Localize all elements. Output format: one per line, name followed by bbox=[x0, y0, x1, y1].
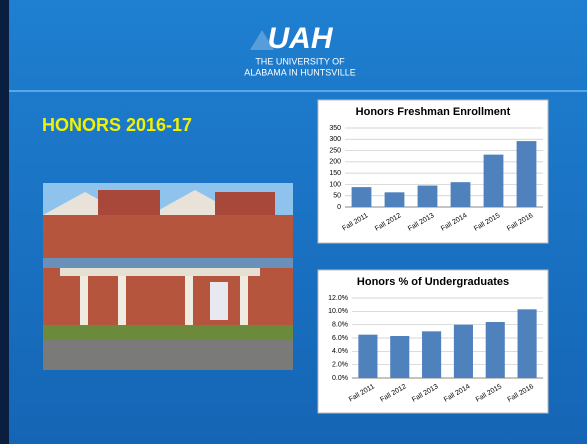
y-tick-label: 0.0% bbox=[332, 375, 348, 382]
bar bbox=[358, 334, 378, 378]
bar bbox=[450, 182, 471, 207]
photo bbox=[43, 183, 293, 370]
bar bbox=[517, 309, 537, 378]
y-tick-label: 2.0% bbox=[332, 362, 348, 369]
bar bbox=[417, 185, 438, 207]
y-tick-label: 4.0% bbox=[332, 348, 348, 355]
y-tick-label: 200 bbox=[329, 159, 341, 166]
y-tick-label: 250 bbox=[329, 147, 341, 154]
bar bbox=[384, 192, 405, 207]
chart-title: Honors Freshman Enrollment bbox=[356, 106, 511, 118]
logo: UAH bbox=[268, 22, 334, 55]
y-tick-label: 350 bbox=[329, 125, 341, 132]
left-edge bbox=[0, 0, 9, 444]
bar bbox=[485, 322, 505, 378]
chart-frame bbox=[317, 99, 549, 244]
header-line: THE UNIVERSITY OF bbox=[255, 56, 345, 66]
header-rule bbox=[9, 90, 587, 92]
y-tick-label: 150 bbox=[329, 170, 341, 177]
bar bbox=[453, 324, 473, 378]
chart-title: Honors % of Undergraduates bbox=[357, 276, 509, 288]
slide-title: HONORS 2016-17 bbox=[42, 115, 192, 135]
bar bbox=[390, 336, 410, 378]
bar bbox=[422, 331, 442, 378]
header-line: ALABAMA IN HUNTSVILLE bbox=[244, 67, 356, 77]
bar bbox=[516, 141, 537, 207]
y-tick-label: 300 bbox=[329, 136, 341, 143]
bar bbox=[483, 154, 504, 207]
y-tick-label: 12.0% bbox=[328, 295, 348, 302]
y-tick-label: 0 bbox=[337, 204, 341, 211]
y-tick-label: 50 bbox=[333, 193, 341, 200]
logo-mark bbox=[250, 30, 274, 50]
y-tick-label: 6.0% bbox=[332, 335, 348, 342]
y-tick-label: 100 bbox=[329, 181, 341, 188]
bar bbox=[351, 187, 372, 207]
y-tick-label: 8.0% bbox=[332, 322, 348, 329]
y-tick-label: 10.0% bbox=[328, 308, 348, 315]
